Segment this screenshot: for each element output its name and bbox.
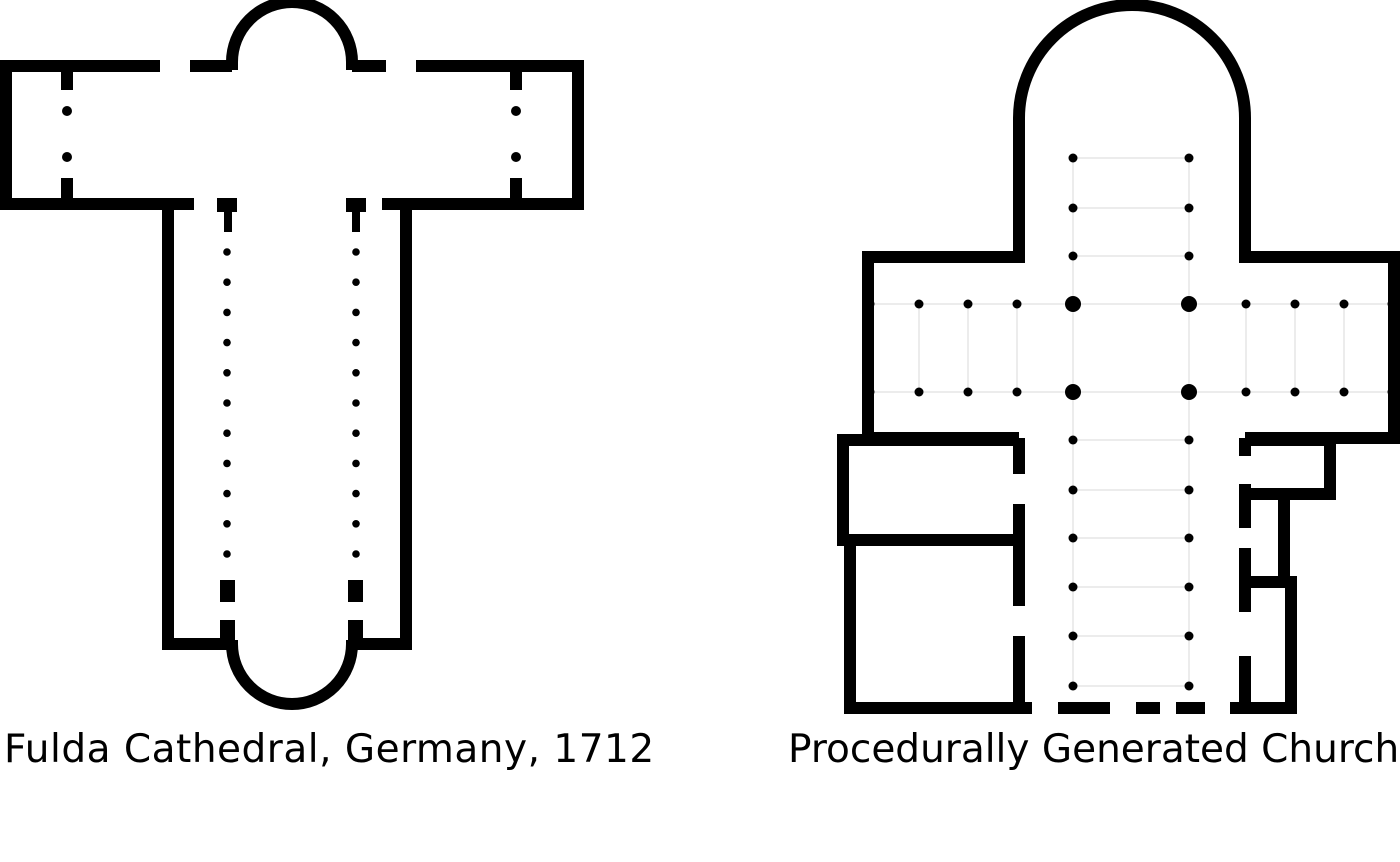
column (223, 248, 231, 256)
side-chapel-upper-left (837, 434, 1019, 546)
column (1012, 299, 1022, 309)
column (1068, 631, 1078, 641)
column (1184, 533, 1194, 543)
side-chapel-lower-right (1230, 576, 1297, 714)
column (1181, 384, 1197, 400)
column (352, 338, 360, 347)
column (352, 459, 360, 468)
generated-church-plan (837, 0, 1400, 714)
column (511, 106, 521, 116)
column (865, 299, 875, 309)
column (223, 338, 231, 347)
column (1065, 384, 1081, 400)
column (1068, 533, 1078, 543)
pier (224, 212, 232, 232)
column (1387, 299, 1397, 309)
pier (220, 620, 235, 644)
column (352, 248, 360, 256)
church-outer-wall (862, 0, 1400, 444)
column (352, 550, 360, 558)
column (223, 580, 231, 588)
column (352, 308, 360, 317)
caption-generated-church: Procedurally Generated Church (788, 727, 1400, 772)
column (223, 308, 231, 317)
column (352, 369, 360, 377)
column (963, 299, 973, 309)
column (914, 387, 924, 397)
column (223, 459, 231, 468)
column (1068, 485, 1078, 495)
column (1290, 387, 1300, 397)
column (352, 278, 360, 287)
column (1068, 435, 1078, 445)
column (1068, 251, 1078, 261)
column (1184, 435, 1194, 445)
column (1012, 387, 1022, 397)
pier (346, 198, 366, 212)
side-chapel-lower-left (844, 540, 1028, 714)
column (223, 399, 231, 407)
column (1339, 387, 1349, 397)
column (223, 550, 231, 558)
column (1339, 299, 1349, 309)
column (223, 278, 231, 287)
column (914, 299, 924, 309)
column (223, 369, 231, 377)
transept-wall-right (382, 60, 584, 210)
column (1065, 296, 1081, 312)
column (352, 399, 360, 407)
column (223, 429, 231, 438)
column (223, 489, 231, 498)
column (1184, 251, 1194, 261)
column (1068, 681, 1078, 691)
column (1068, 203, 1078, 213)
column (1184, 631, 1194, 641)
column (963, 387, 973, 397)
column (1387, 387, 1397, 397)
column (1241, 387, 1251, 397)
top-apse (226, 0, 358, 70)
column (865, 387, 875, 397)
column (62, 152, 72, 162)
column (1290, 299, 1300, 309)
nave-column-row-left (223, 248, 231, 588)
column (1184, 681, 1194, 691)
column (1241, 299, 1251, 309)
column (1181, 296, 1197, 312)
column (223, 520, 231, 528)
side-chapel-upper-right (1245, 434, 1336, 500)
column (352, 580, 360, 588)
column (1068, 582, 1078, 592)
column (352, 429, 360, 438)
column (1184, 153, 1194, 163)
column (1184, 582, 1194, 592)
column (352, 520, 360, 528)
fulda-cathedral-plan (0, 0, 584, 710)
pier (348, 620, 363, 644)
caption-fulda-cathedral: Fulda Cathedral, Germany, 1712 (4, 727, 655, 772)
pier (217, 198, 237, 212)
column (1184, 485, 1194, 495)
column (1068, 153, 1078, 163)
pier (352, 212, 360, 232)
nave-wall-right (352, 204, 412, 650)
column (352, 489, 360, 498)
column (62, 106, 72, 116)
church-columns (865, 153, 1397, 691)
nave-column-row-right (352, 248, 360, 588)
nave-wall-left (162, 204, 232, 650)
column (511, 152, 521, 162)
column (1184, 203, 1194, 213)
bay-guide-lines (870, 157, 1392, 687)
bottom-apse (226, 640, 358, 710)
transept-wall-left (0, 60, 194, 210)
